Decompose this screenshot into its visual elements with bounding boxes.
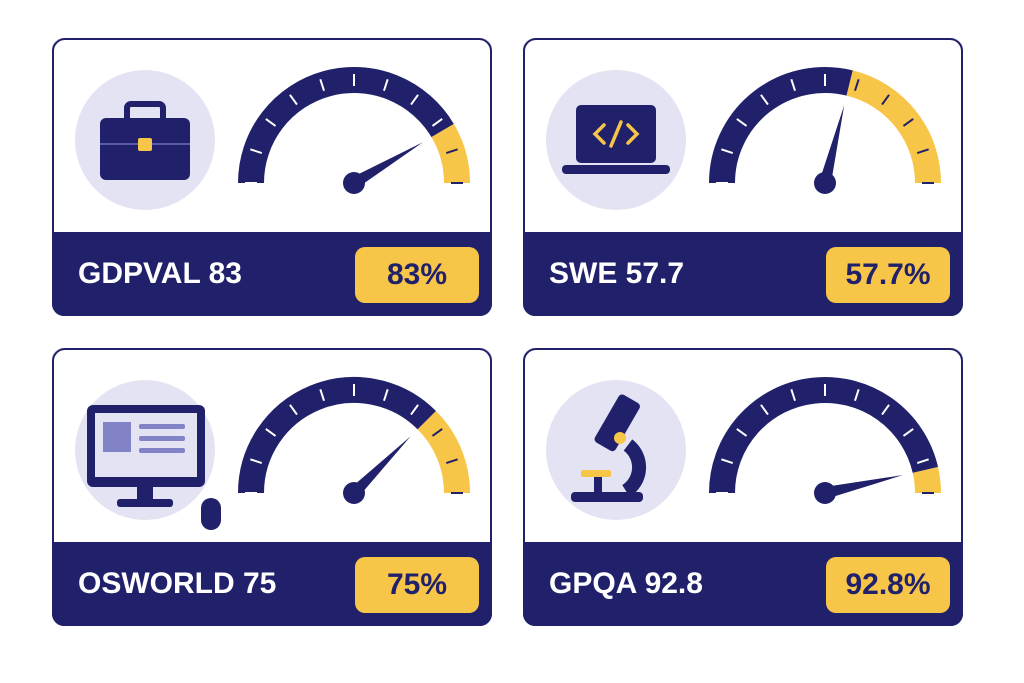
icon-stage [581, 470, 611, 477]
value-label: 92.8% [845, 568, 930, 601]
card-title: GDPVAL 83 [78, 257, 242, 290]
icon-mouse [201, 498, 221, 530]
card-border [52, 348, 492, 626]
value-label: 57.7% [845, 258, 930, 291]
gauge-tick [383, 79, 389, 92]
icon-foot [117, 499, 173, 507]
gauge-tick [916, 148, 929, 154]
gauge-highlight [912, 466, 941, 494]
icon-base [562, 165, 670, 174]
gauge-tick [410, 94, 419, 106]
gauge-tick [721, 458, 734, 464]
icon-knob [614, 432, 626, 444]
gauge-tick [854, 79, 860, 92]
value-badge [355, 247, 479, 303]
icon-clasp [138, 138, 152, 151]
needle-hub [814, 482, 836, 504]
gauge-highlight [417, 410, 470, 494]
icon-post [594, 477, 602, 493]
needle-hub [814, 172, 836, 194]
gauge-needle [350, 142, 423, 189]
gauge-tick [902, 428, 914, 437]
icon-line [139, 436, 185, 441]
needle-hub [343, 172, 365, 194]
gauge-tick [445, 458, 458, 464]
icon-stand [137, 487, 153, 501]
card-title: GPQA 92.8 [549, 567, 703, 600]
gauge-tick [854, 389, 860, 402]
gauge-arc [709, 377, 939, 494]
icon-code [592, 120, 640, 148]
needle-hub [343, 482, 365, 504]
gauge-tick [790, 79, 796, 92]
gauge-card: GDPVAL 83 83% [52, 38, 492, 316]
icon-line [139, 448, 185, 453]
gauge-tick [250, 458, 263, 464]
value-label: 75% [387, 568, 447, 601]
gauge-tick [790, 389, 796, 402]
card-border [52, 38, 492, 316]
gauge-tick [881, 94, 890, 106]
gauge-tick [736, 428, 748, 437]
gauge-tick [445, 148, 458, 154]
gauge-tick [289, 404, 298, 416]
card-title: OSWORLD 75 [78, 567, 276, 600]
value-badge [355, 557, 479, 613]
card-border [523, 38, 963, 316]
gauge-card: OSWORLD 75 75% [52, 348, 492, 626]
icon-handle [124, 101, 166, 118]
value-badge [826, 557, 950, 613]
gauge-needle [823, 475, 903, 499]
gauge-highlight [431, 123, 470, 184]
gauge-tick [410, 404, 419, 416]
icon-line [139, 424, 185, 429]
gauge-tick [916, 458, 929, 464]
gauge-tick [383, 389, 389, 402]
card-title: SWE 57.7 [549, 257, 684, 290]
gauge-tick [431, 118, 443, 127]
gauge-tick [265, 118, 277, 127]
gauge-arc [238, 377, 437, 494]
gauge-tick [902, 118, 914, 127]
gauge-tick [431, 428, 443, 437]
gauge-arc [238, 67, 454, 184]
gauge-tick [319, 389, 325, 402]
gauge-tick [289, 94, 298, 106]
icon-arm [621, 439, 647, 497]
gauge-tick [250, 148, 263, 154]
gauge-card: SWE 57.7 57.7% [523, 38, 963, 316]
gauge-needle [819, 105, 845, 185]
gauge-tick [721, 148, 734, 154]
gauge-tick [760, 404, 769, 416]
value-badge [826, 247, 950, 303]
icon-tube [594, 394, 640, 452]
icon-image [103, 422, 131, 452]
gauge-tick [736, 118, 748, 127]
value-label: 83% [387, 258, 447, 291]
gauge-tick [760, 94, 769, 106]
icon-base [571, 492, 643, 502]
card-border [523, 348, 963, 626]
gauge-tick [881, 404, 890, 416]
icon-background [546, 380, 686, 520]
gauge-needle [349, 436, 411, 498]
gauge-card: GPQA 92.8 92.8% [523, 348, 963, 626]
gauge-highlight [846, 70, 941, 184]
gauge-tick [319, 79, 325, 92]
gauge-tick [265, 428, 277, 437]
